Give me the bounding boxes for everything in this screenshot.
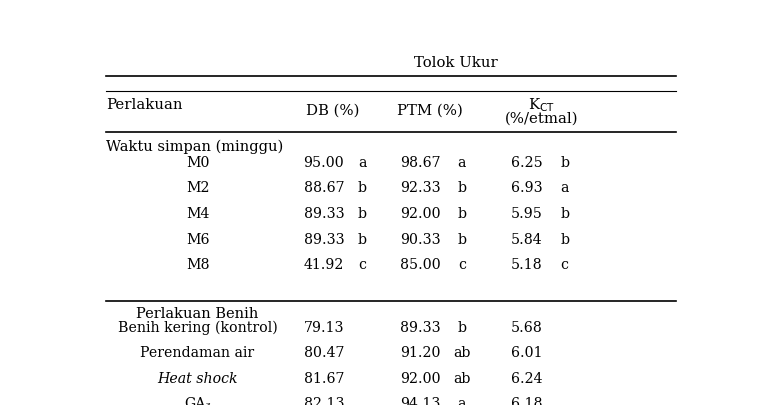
Text: ab: ab <box>453 345 471 359</box>
Text: M4: M4 <box>186 207 209 221</box>
Text: b: b <box>560 207 569 221</box>
Text: 94.13: 94.13 <box>400 396 441 405</box>
Text: DB (%): DB (%) <box>306 103 359 117</box>
Text: 92.00: 92.00 <box>400 207 441 221</box>
Text: M6: M6 <box>186 232 209 246</box>
Text: 80.47: 80.47 <box>304 345 344 359</box>
Text: 41.92: 41.92 <box>304 258 344 272</box>
Text: 88.67: 88.67 <box>303 181 344 195</box>
Text: a: a <box>458 156 466 169</box>
Text: Benih kering (kontrol): Benih kering (kontrol) <box>117 320 277 334</box>
Text: a: a <box>458 396 466 405</box>
Text: c: c <box>561 258 568 272</box>
Text: c: c <box>458 258 466 272</box>
Text: 98.67: 98.67 <box>400 156 441 169</box>
Text: b: b <box>457 207 466 221</box>
Text: (%/etmal): (%/etmal) <box>505 112 578 126</box>
Text: 90.33: 90.33 <box>400 232 441 246</box>
Text: 91.20: 91.20 <box>400 345 441 359</box>
Text: Tolok Ukur: Tolok Ukur <box>414 55 498 70</box>
Text: b: b <box>457 232 466 246</box>
Text: 5.84: 5.84 <box>511 232 542 246</box>
Text: GA₃: GA₃ <box>184 396 211 405</box>
Text: PTM (%): PTM (%) <box>396 103 462 117</box>
Text: 6.93: 6.93 <box>511 181 542 195</box>
Text: Perlakuan Benih: Perlakuan Benih <box>136 307 258 321</box>
Text: 6.18: 6.18 <box>511 396 542 405</box>
Text: 95.00: 95.00 <box>303 156 344 169</box>
Text: M8: M8 <box>186 258 209 272</box>
Text: M0: M0 <box>186 156 209 169</box>
Text: 82.13: 82.13 <box>304 396 344 405</box>
Text: 5.68: 5.68 <box>511 320 543 334</box>
Text: b: b <box>560 232 569 246</box>
Text: 5.18: 5.18 <box>511 258 542 272</box>
Text: 79.13: 79.13 <box>304 320 344 334</box>
Text: b: b <box>358 232 367 246</box>
Text: a: a <box>560 181 569 195</box>
Text: b: b <box>457 320 466 334</box>
Text: 89.33: 89.33 <box>303 232 344 246</box>
Text: 89.33: 89.33 <box>400 320 441 334</box>
Text: 89.33: 89.33 <box>303 207 344 221</box>
Text: b: b <box>358 207 367 221</box>
Text: 6.25: 6.25 <box>511 156 543 169</box>
Text: Waktu simpan (minggu): Waktu simpan (minggu) <box>106 140 283 154</box>
Text: Heat shock: Heat shock <box>158 371 238 385</box>
Text: 6.24: 6.24 <box>511 371 542 385</box>
Text: b: b <box>560 156 569 169</box>
Text: b: b <box>358 181 367 195</box>
Text: Perendaman air: Perendaman air <box>140 345 255 359</box>
Text: K$_{\rm CT}$: K$_{\rm CT}$ <box>528 96 555 113</box>
Text: ab: ab <box>453 371 471 385</box>
Text: Perlakuan: Perlakuan <box>106 98 183 112</box>
Text: 92.33: 92.33 <box>400 181 441 195</box>
Text: 81.67: 81.67 <box>304 371 344 385</box>
Text: 92.00: 92.00 <box>400 371 441 385</box>
Text: M2: M2 <box>186 181 209 195</box>
Text: 5.95: 5.95 <box>511 207 543 221</box>
Text: a: a <box>358 156 366 169</box>
Text: 85.00: 85.00 <box>400 258 441 272</box>
Text: 6.01: 6.01 <box>511 345 542 359</box>
Text: b: b <box>457 181 466 195</box>
Text: c: c <box>358 258 366 272</box>
